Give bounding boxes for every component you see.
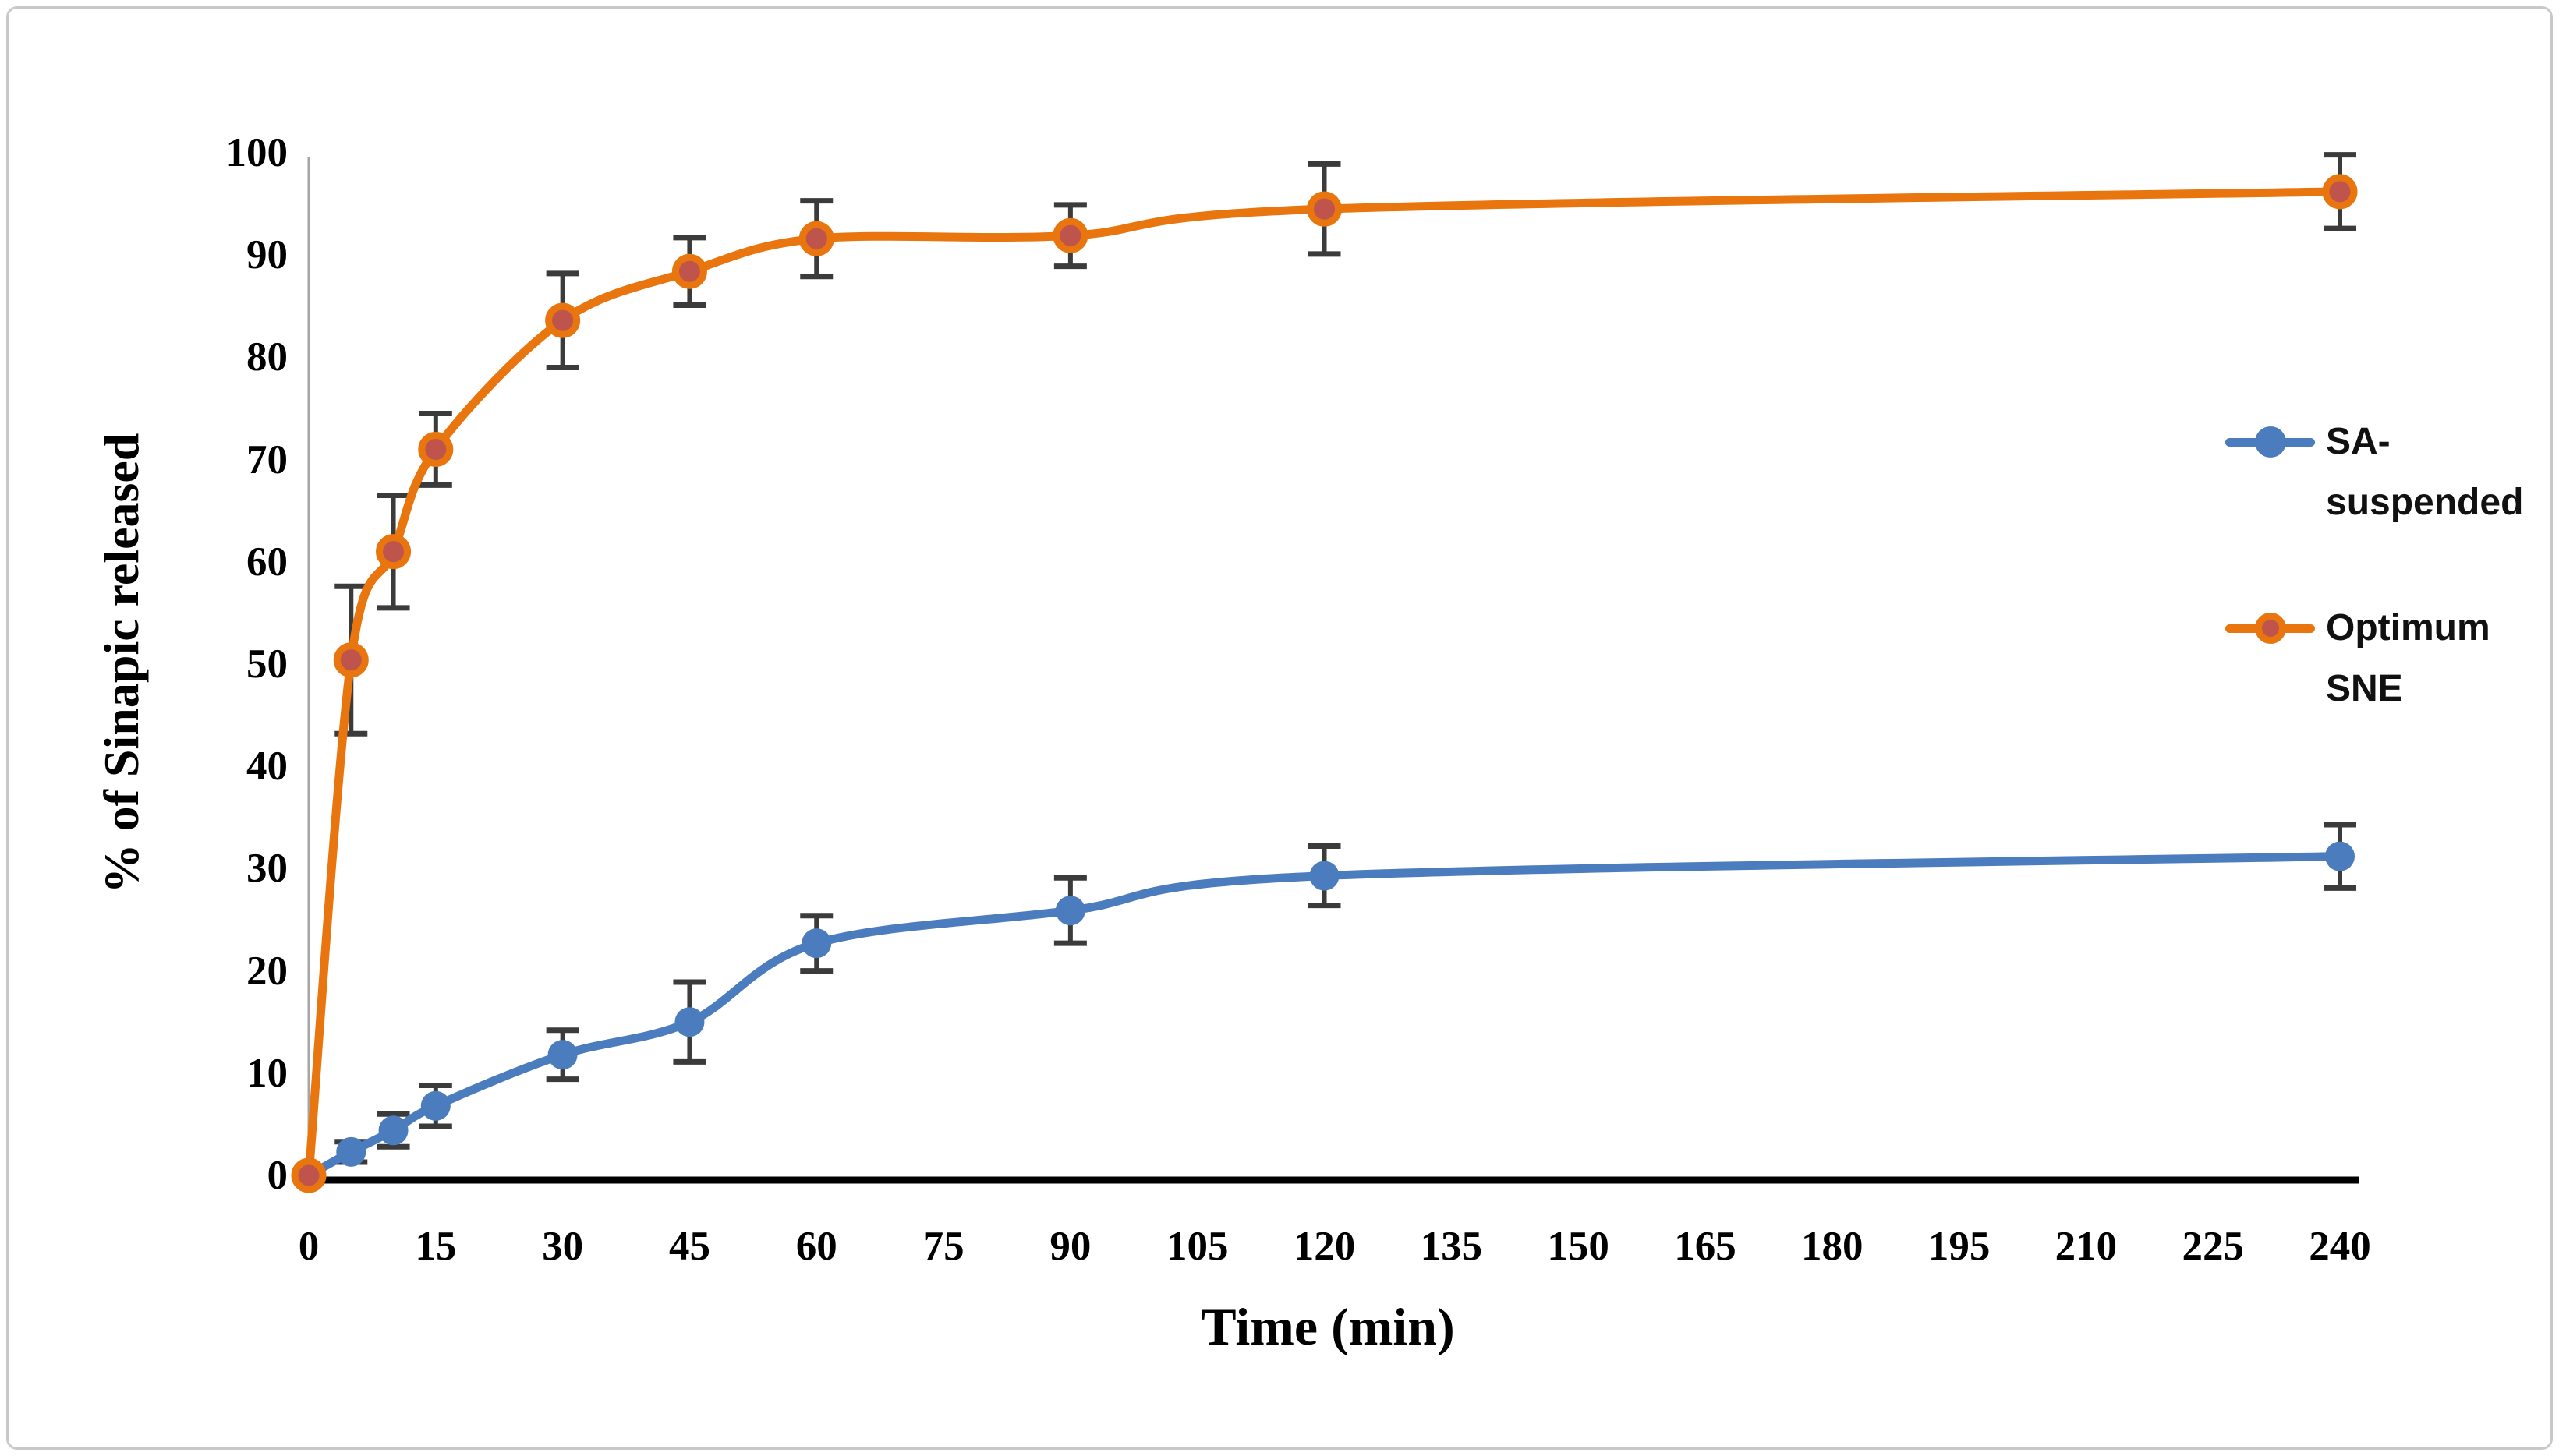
legend-marker-optimum-sne-icon	[2225, 598, 2315, 659]
data-point-marker	[547, 1040, 578, 1070]
x-tick-label: 120	[1293, 1224, 1356, 1269]
y-tick-label: 90	[246, 232, 288, 278]
legend-label-optimum-sne: Optimum SNE	[2326, 607, 2490, 709]
x-tick-label: 30	[542, 1224, 584, 1269]
legend-marker-sa-suspended-icon	[2225, 412, 2315, 472]
y-tick-label: 100	[225, 130, 288, 175]
y-tick-label: 30	[246, 846, 288, 892]
chart-plot-area	[291, 152, 2359, 1193]
x-tick-label: 60	[795, 1224, 837, 1269]
y-tick-label: 0	[267, 1153, 288, 1198]
x-tick-label: 165	[1674, 1224, 1736, 1269]
data-point-marker	[545, 302, 581, 338]
data-point-marker	[1055, 896, 1085, 926]
data-point-marker	[291, 1157, 327, 1193]
data-point-marker	[333, 642, 369, 678]
x-tick-label: 135	[1420, 1224, 1483, 1269]
y-tick-label: 60	[246, 539, 288, 585]
y-tick-label: 20	[246, 948, 288, 994]
x-tick-label: 15	[415, 1224, 457, 1269]
data-point-marker	[418, 431, 454, 467]
data-point-marker	[378, 1115, 409, 1146]
data-point-marker	[1307, 191, 1342, 227]
data-point-marker	[674, 1007, 705, 1037]
data-point-marker	[802, 928, 832, 959]
x-tick-label: 105	[1166, 1224, 1229, 1269]
data-point-marker	[1053, 217, 1088, 253]
data-point-marker	[376, 534, 412, 570]
data-point-marker	[336, 1136, 366, 1167]
data-point-marker	[2322, 174, 2358, 210]
x-tick-label: 150	[1547, 1224, 1609, 1269]
x-tick-label: 75	[922, 1224, 964, 1269]
series-line-1	[304, 187, 2345, 1180]
x-tick-label: 210	[2055, 1224, 2118, 1269]
y-tick-label: 80	[246, 334, 288, 380]
x-tick-label: 45	[668, 1224, 710, 1269]
x-tick-label: 0	[298, 1224, 320, 1269]
data-point-marker	[1309, 861, 1340, 891]
x-tick-label: 240	[2309, 1224, 2371, 1269]
data-point-marker	[671, 253, 707, 289]
data-point-marker	[798, 221, 834, 256]
legend-label-sa-suspended: SA- suspended	[2326, 421, 2524, 523]
data-point-marker	[420, 1090, 451, 1121]
x-tick-label: 180	[1801, 1224, 1864, 1269]
x-tick-label: 225	[2182, 1224, 2244, 1269]
y-tick-label: 50	[246, 641, 288, 687]
y-tick-label: 40	[246, 744, 288, 790]
y-axis-title: % of Sinapic released	[94, 433, 149, 894]
data-point-marker	[2325, 841, 2355, 871]
figure-frame: 0 10 20 30 40 50 60 70 80 90 100 0 15 30 45 60 75 90 105 1…	[6, 6, 2553, 1450]
y-tick-label: 70	[246, 436, 288, 482]
x-tick-label: 90	[1049, 1224, 1092, 1269]
x-tick-label: 195	[1927, 1224, 1991, 1269]
x-axis-title: Time (min)	[1201, 1297, 1455, 1356]
y-tick-label: 10	[246, 1050, 288, 1096]
